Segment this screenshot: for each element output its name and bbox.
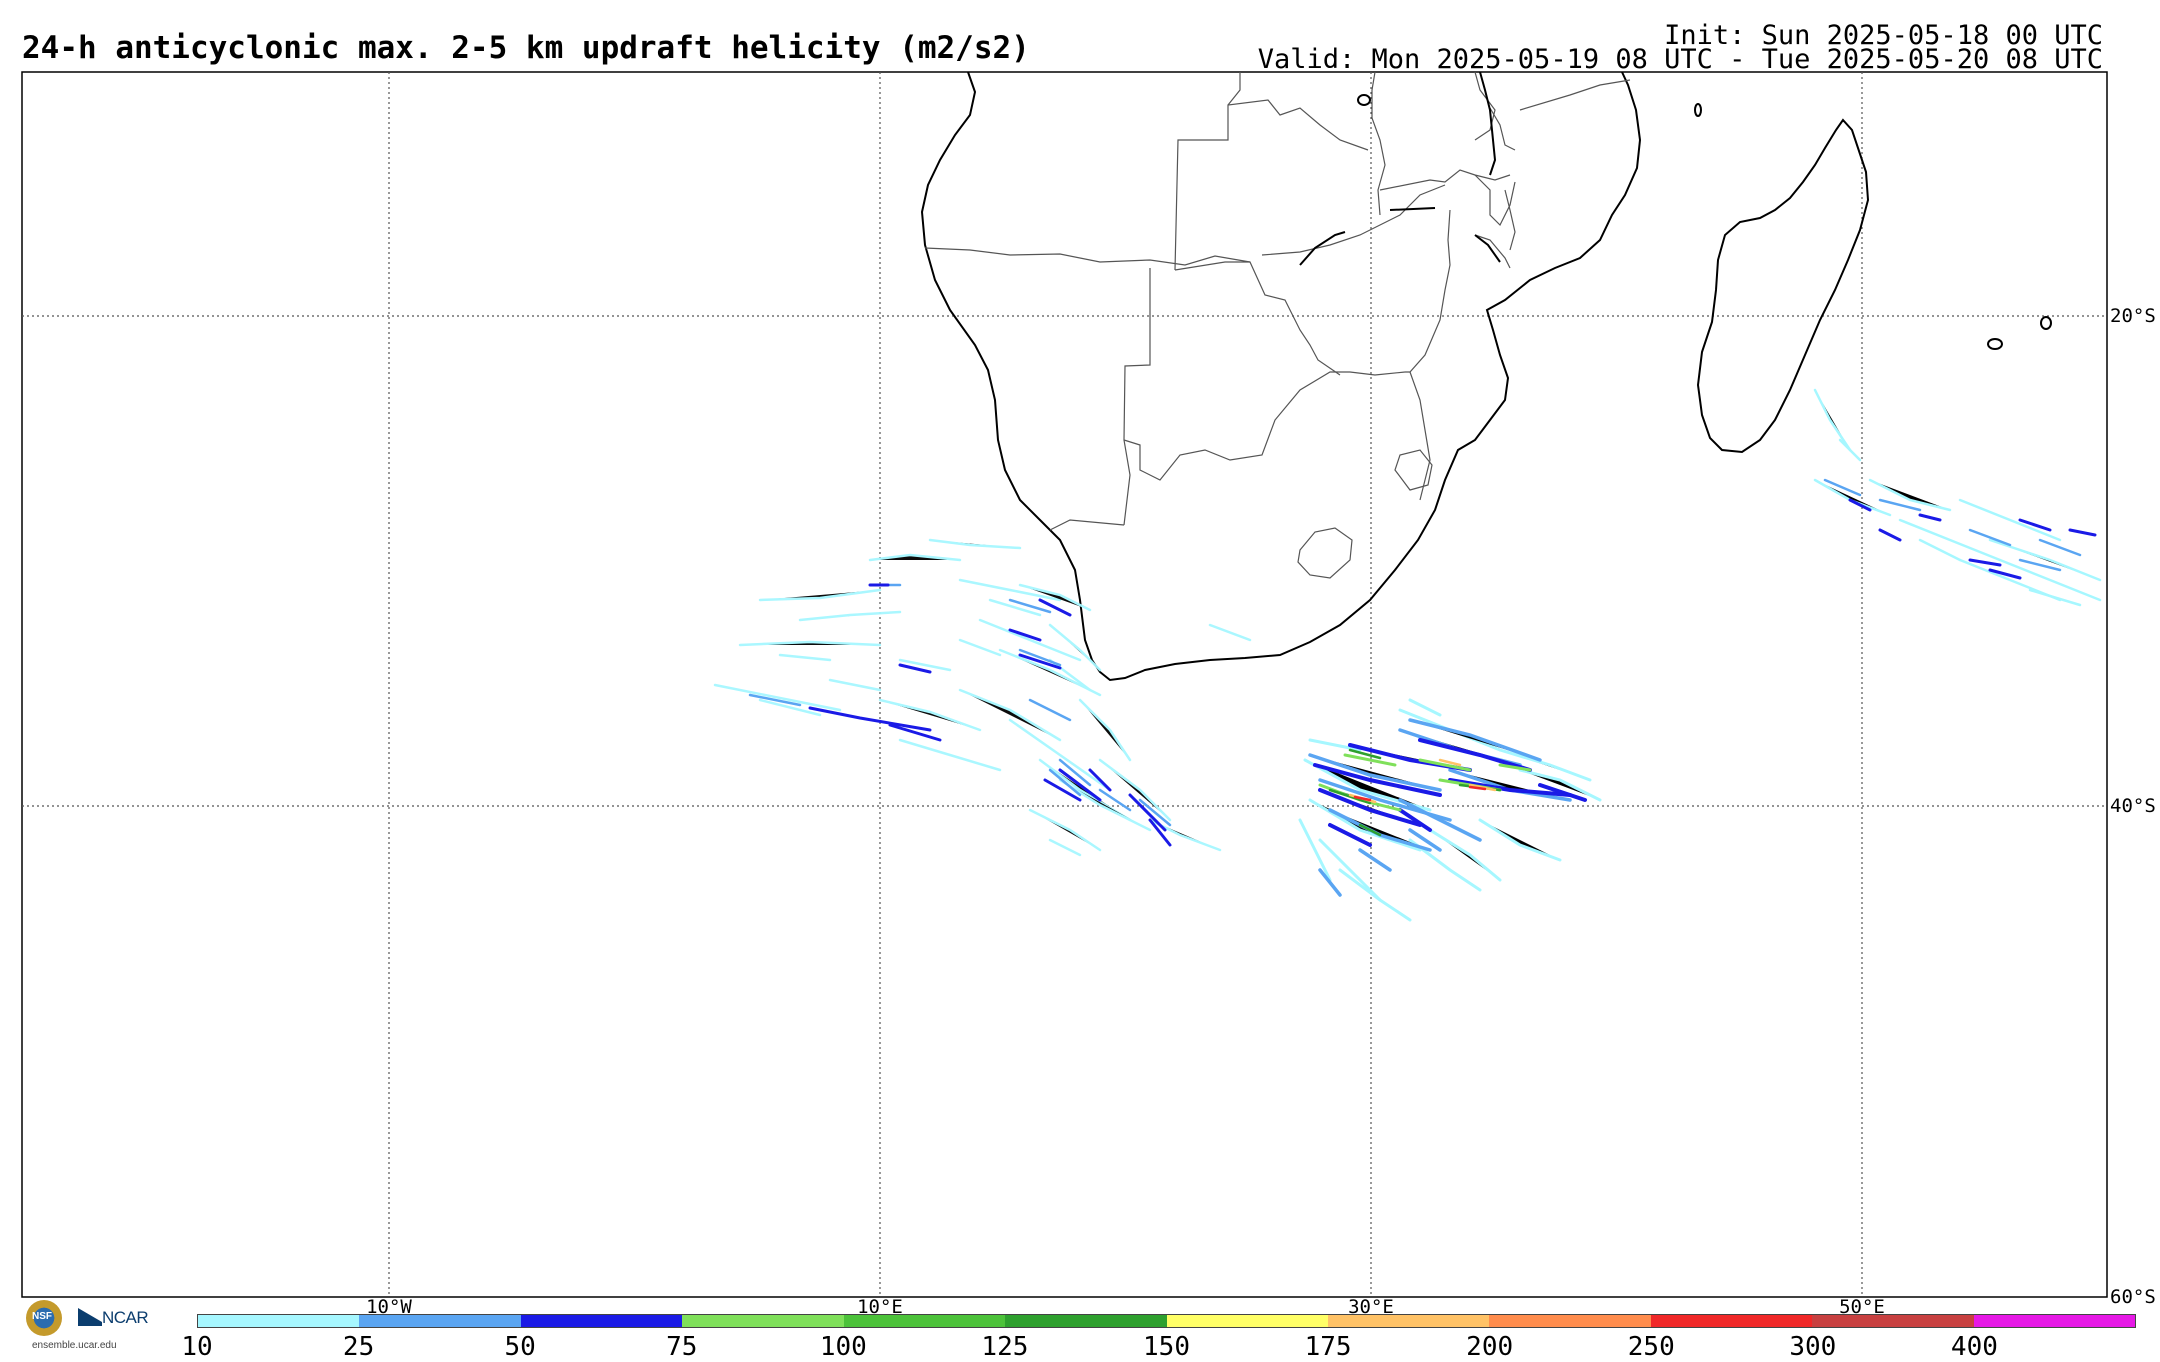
colorbar-segment xyxy=(1489,1315,1651,1327)
lon-label-10e: 10°E xyxy=(857,1296,903,1318)
colorbar-segment xyxy=(1650,1315,1813,1327)
colorbar xyxy=(197,1314,2136,1328)
colorbar-segment xyxy=(1166,1315,1328,1327)
colorbar-segment xyxy=(520,1315,683,1327)
colorbar-segment xyxy=(1327,1315,1490,1327)
lat-label-20s: 20°S xyxy=(2110,305,2156,327)
map-title: 24-h anticyclonic max. 2-5 km updraft he… xyxy=(22,30,1030,66)
colorbar-segment xyxy=(1973,1315,2136,1327)
logo-url: ensemble.ucar.edu xyxy=(32,1340,117,1351)
colorbar-tick-label: 200 xyxy=(1466,1332,1514,1362)
map-frame xyxy=(21,71,2108,1298)
colorbar-tick-label: 300 xyxy=(1789,1332,1837,1362)
colorbar-tick-label: 50 xyxy=(504,1332,536,1362)
colorbar-segment xyxy=(198,1315,360,1327)
colorbar-tick-label: 250 xyxy=(1627,1332,1675,1362)
colorbar-tick-label: 10 xyxy=(181,1332,213,1362)
logo-area: NSF NCAR ensemble.ucar.edu xyxy=(22,1298,162,1354)
colorbar-tick-label: 125 xyxy=(981,1332,1029,1362)
colorbar-tick-label: 100 xyxy=(819,1332,867,1362)
colorbar-tick-label: 75 xyxy=(666,1332,698,1362)
country-borders xyxy=(924,71,1631,579)
ncar-logo-icon xyxy=(78,1308,102,1326)
lat-label-40s: 40°S xyxy=(2110,795,2156,817)
coastlines xyxy=(920,71,2052,682)
lon-label-30e: 30°E xyxy=(1348,1296,1394,1318)
lon-label-10w: 10°W xyxy=(366,1296,412,1318)
graticule xyxy=(22,72,2107,1297)
lat-label-60s: 60°S xyxy=(2110,1286,2156,1308)
helicity-swaths xyxy=(713,388,2102,922)
colorbar-segment xyxy=(1005,1315,1167,1327)
valid-time: Valid: Mon 2025-05-19 08 UTC - Tue 2025-… xyxy=(1257,44,2103,75)
colorbar-segment xyxy=(843,1315,1006,1327)
lon-label-50e: 50°E xyxy=(1839,1296,1885,1318)
colorbar-tick-label: 175 xyxy=(1304,1332,1352,1362)
colorbar-tick-label: 25 xyxy=(342,1332,375,1362)
colorbar-tick-label: 400 xyxy=(1950,1332,1998,1362)
init-time: Init: Sun 2025-05-18 00 UTC xyxy=(1664,20,2103,51)
nsf-logo xyxy=(26,1300,62,1336)
colorbar-tick-label: 150 xyxy=(1143,1332,1190,1362)
colorbar-segment xyxy=(1812,1315,1974,1327)
colorbar-segment xyxy=(682,1315,844,1327)
nsf-logo-text: NSF xyxy=(32,1311,52,1322)
colorbar-segment xyxy=(359,1315,521,1327)
lakes xyxy=(1299,71,1501,266)
ncar-logo-text: NCAR xyxy=(102,1308,149,1327)
